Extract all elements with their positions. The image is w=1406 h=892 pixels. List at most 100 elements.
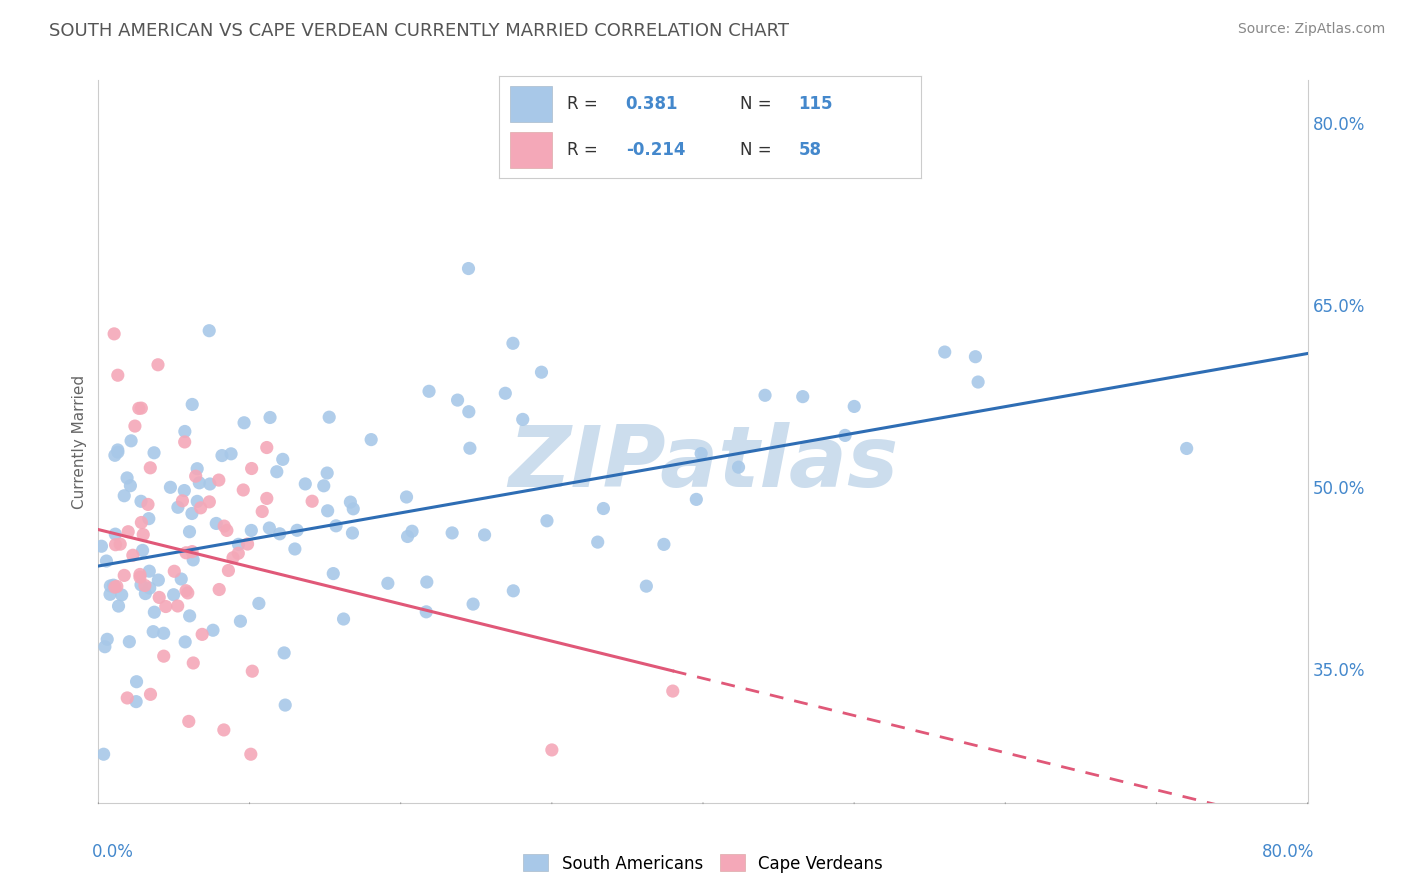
Point [121, 548, 143, 562]
Point [139, 687, 162, 701]
Point [118, 634, 141, 648]
Point [494, 386, 516, 401]
Point [294, 477, 316, 491]
Point [90, 539, 112, 553]
Point [502, 583, 524, 598]
Point [217, 564, 239, 578]
Point [139, 460, 162, 475]
Point [134, 586, 156, 600]
Legend: South Americans, Cape Verdeans: South Americans, Cape Verdeans [516, 847, 890, 880]
Point [134, 578, 156, 592]
Point [181, 544, 204, 558]
Point [457, 261, 479, 276]
Point [754, 388, 776, 402]
Point [179, 524, 201, 539]
Point [967, 375, 990, 389]
Point [93, 747, 115, 762]
Point [396, 529, 419, 543]
Point [159, 480, 181, 494]
Point [934, 345, 956, 359]
Point [181, 397, 204, 411]
Point [124, 419, 146, 434]
Point [115, 471, 138, 485]
Point [152, 626, 174, 640]
Point [152, 649, 174, 664]
Point [259, 410, 281, 425]
Point [418, 384, 440, 399]
Point [274, 698, 297, 712]
Point [256, 491, 278, 506]
Point [125, 695, 148, 709]
Point [661, 684, 683, 698]
Point [186, 461, 208, 475]
Text: -0.214: -0.214 [626, 141, 685, 159]
Point [173, 434, 195, 449]
Point [259, 521, 281, 535]
Point [792, 390, 814, 404]
Point [129, 494, 152, 508]
Text: 0.0%: 0.0% [91, 843, 134, 861]
Bar [510, 87, 551, 122]
Text: R =: R = [567, 95, 598, 113]
Text: N =: N = [740, 95, 770, 113]
Point [215, 524, 238, 538]
Point [111, 588, 134, 602]
Point [401, 524, 423, 539]
Point [96, 632, 118, 647]
Point [395, 490, 418, 504]
Point [128, 401, 150, 416]
Point [139, 581, 162, 595]
Point [236, 537, 259, 551]
Point [342, 526, 364, 541]
Point [142, 624, 165, 639]
Point [107, 445, 129, 459]
Point [240, 664, 263, 678]
Point [208, 473, 231, 487]
Point [132, 527, 155, 541]
Point [727, 460, 749, 475]
Point [690, 446, 713, 460]
Point [240, 524, 263, 538]
Point [131, 401, 153, 416]
Point [148, 573, 170, 587]
Point [312, 479, 335, 493]
Point [179, 608, 201, 623]
Point [586, 535, 609, 549]
Point [166, 599, 188, 613]
Point [198, 477, 221, 491]
Point [441, 525, 464, 540]
Point [136, 498, 159, 512]
Point [138, 511, 160, 525]
Point [233, 416, 256, 430]
Point [415, 605, 437, 619]
Text: 115: 115 [799, 95, 834, 113]
Text: 80.0%: 80.0% [1263, 843, 1315, 861]
Point [226, 546, 249, 560]
Point [198, 324, 221, 338]
Point [181, 656, 204, 670]
Text: Source: ZipAtlas.com: Source: ZipAtlas.com [1237, 22, 1385, 37]
Text: R =: R = [567, 141, 598, 159]
Point [201, 624, 224, 638]
Point [107, 599, 129, 613]
Point [155, 599, 177, 614]
Point [146, 358, 169, 372]
Point [174, 635, 197, 649]
Point [322, 566, 344, 581]
Point [232, 483, 254, 497]
Point [170, 572, 193, 586]
Point [104, 580, 127, 594]
Point [186, 494, 208, 508]
Point [174, 583, 197, 598]
Point [174, 546, 197, 560]
Point [284, 541, 307, 556]
Point [342, 501, 364, 516]
Point [474, 528, 496, 542]
Point [163, 564, 186, 578]
Point [96, 554, 118, 568]
Text: 58: 58 [799, 141, 821, 159]
Point [360, 433, 382, 447]
Point [592, 501, 614, 516]
Point [285, 524, 308, 538]
Point [198, 495, 221, 509]
